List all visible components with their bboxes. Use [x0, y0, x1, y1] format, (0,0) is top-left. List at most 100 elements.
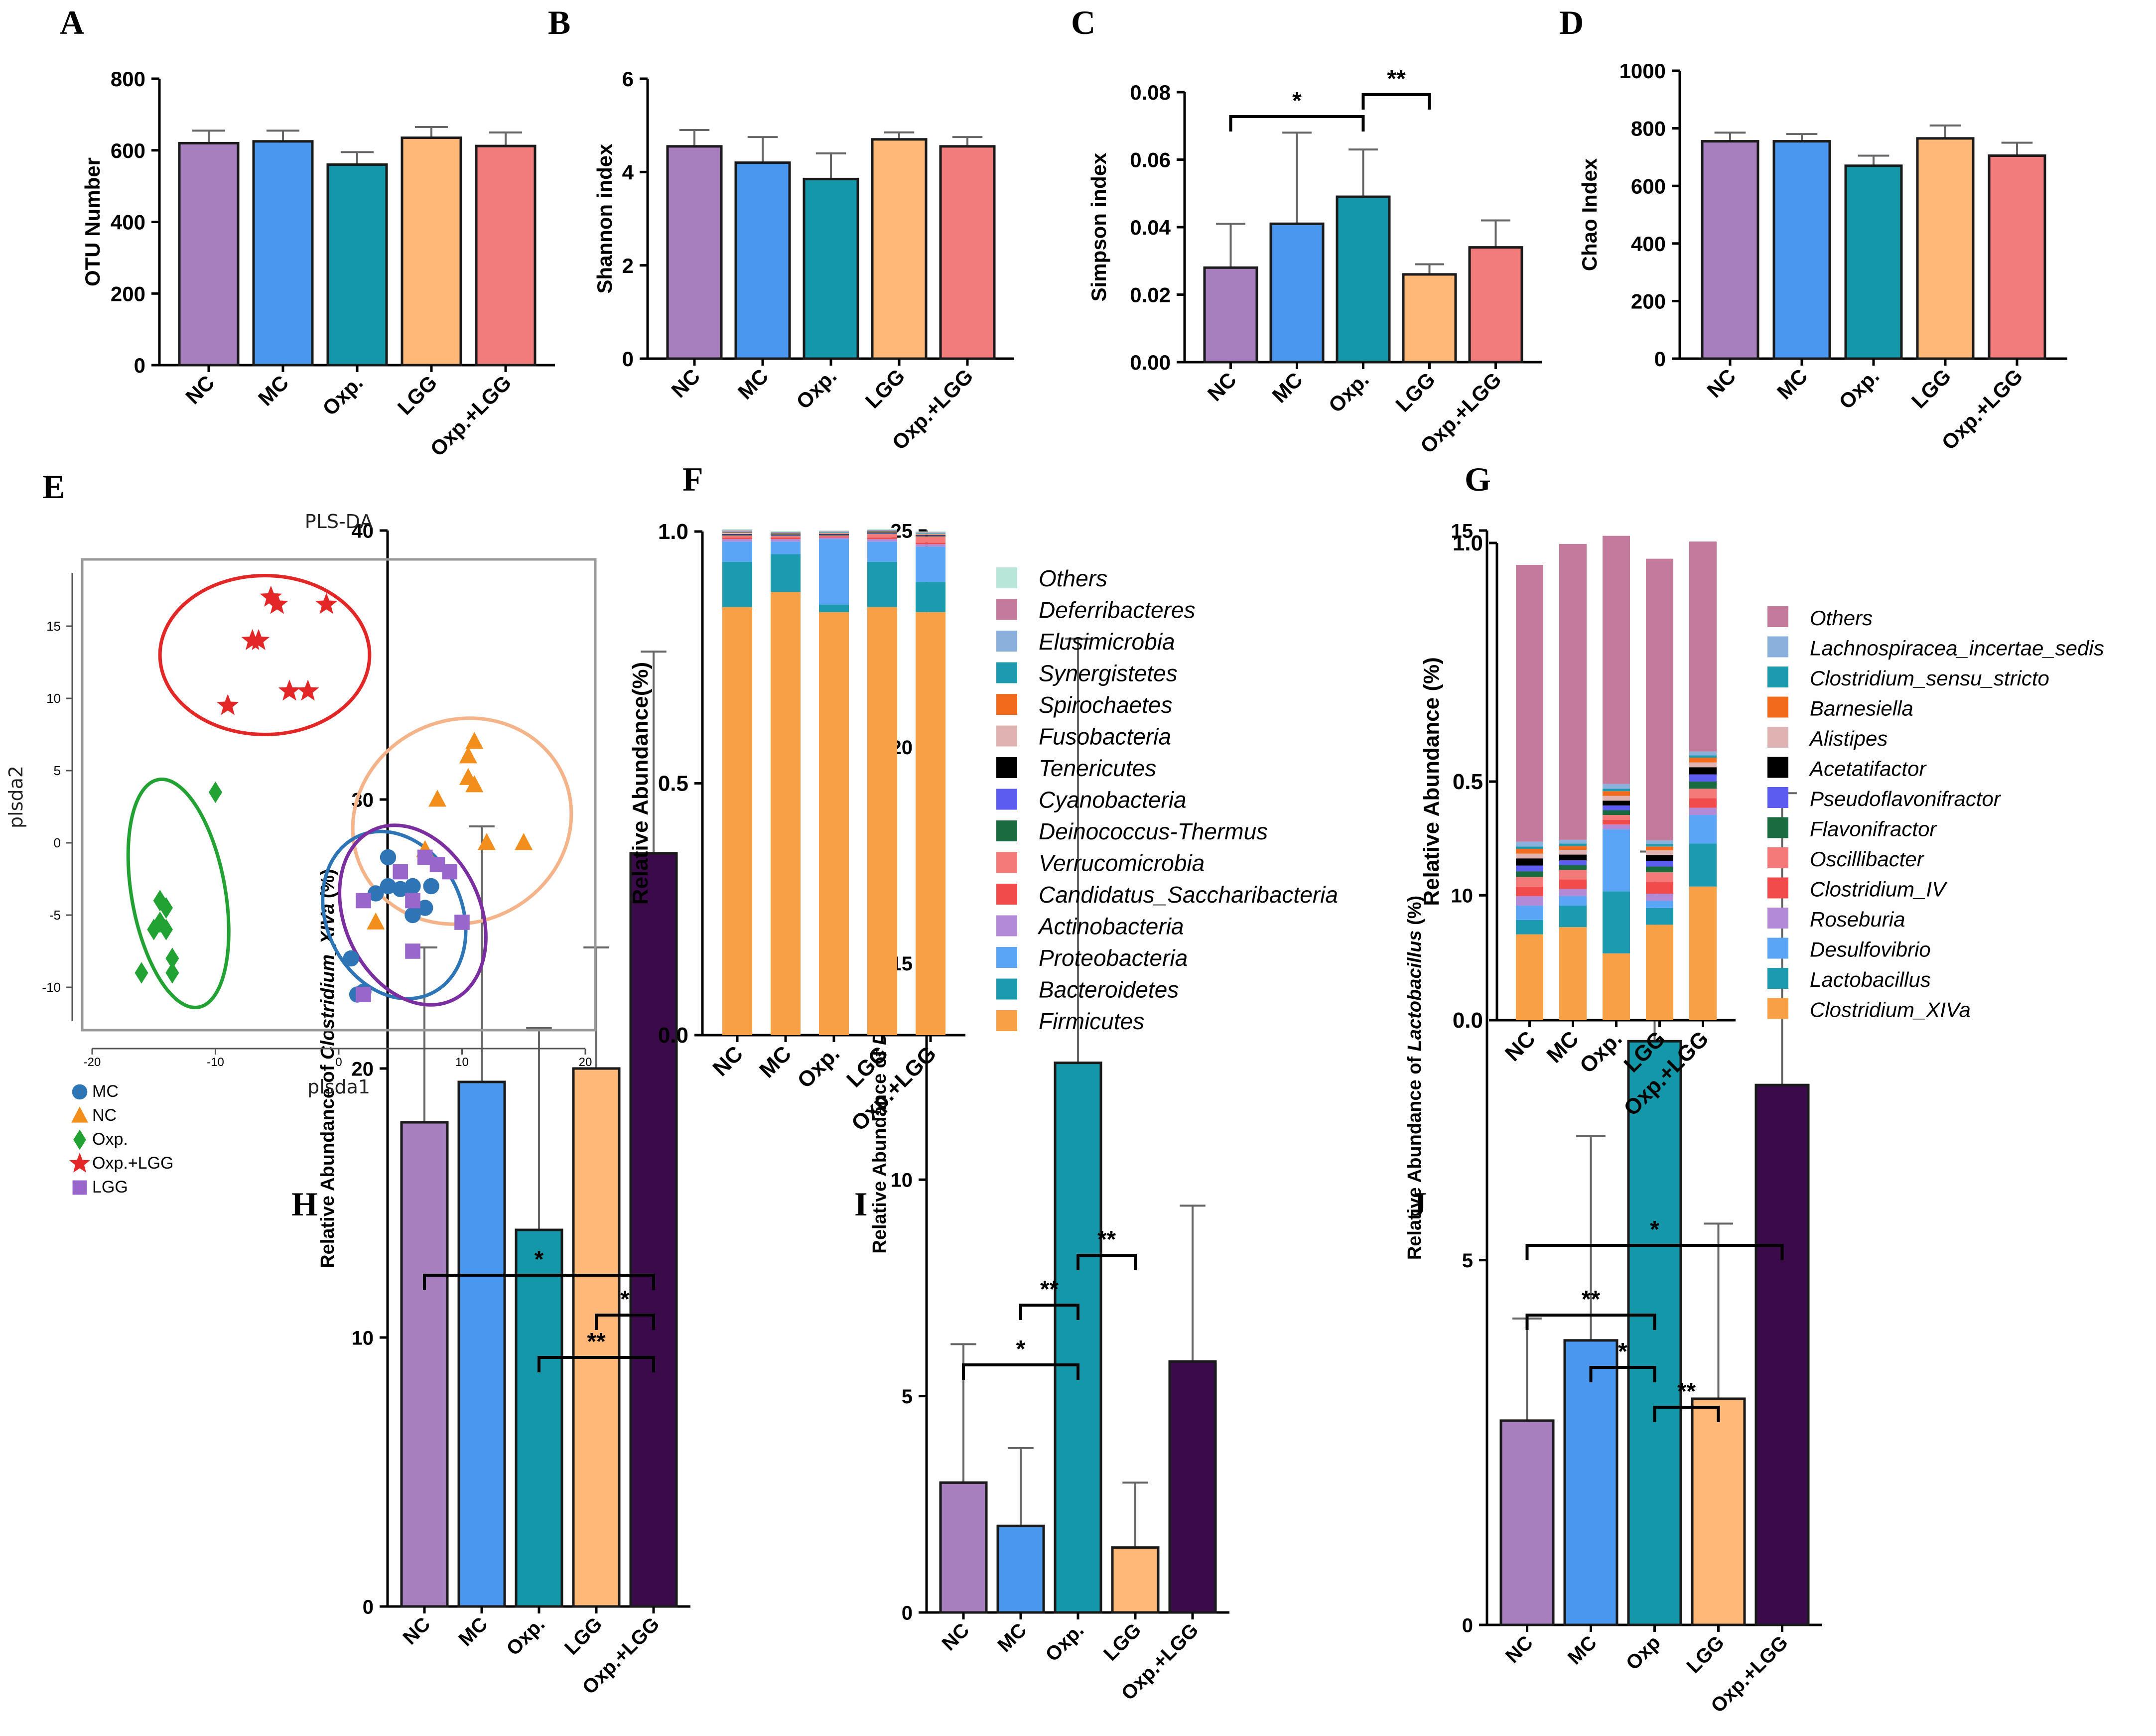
point-lgg — [442, 864, 458, 880]
legend-label: Acetatifactor — [1808, 757, 1927, 781]
x-tick-label: -10 — [207, 1056, 224, 1069]
y-tick-label: -10 — [42, 980, 61, 995]
point-lgg — [356, 893, 371, 909]
legend: Others Lachnospiracea_incertae_sedis Clost… — [1767, 606, 2104, 1022]
stack-segment — [819, 604, 849, 612]
x-tick-label: Oxp. — [1575, 1026, 1627, 1078]
significance-label: * — [1618, 1338, 1627, 1365]
y-axis-label-part: Relative Abundance of — [1404, 1051, 1425, 1260]
significance-label: * — [620, 1286, 630, 1313]
stack-segment — [771, 531, 801, 533]
legend-swatch — [996, 789, 1017, 810]
bar — [734, 161, 791, 360]
legend-label: Lactobacillus — [1810, 968, 1931, 991]
bar — [572, 1067, 621, 1608]
stack-segment — [1646, 901, 1673, 908]
stack-segment — [771, 532, 801, 533]
stack-segment — [867, 541, 897, 562]
y-tick-label: 2 — [622, 254, 634, 277]
legend-label: Deinococcus-Thermus — [1039, 818, 1268, 844]
y-tick-label: 5 — [1462, 1250, 1473, 1272]
y-axis-label: Relative Abundance (%) — [1419, 657, 1444, 906]
stack-segment — [1516, 858, 1543, 866]
stack-segment — [819, 535, 849, 537]
point-mc — [343, 950, 359, 967]
stack-segment — [1646, 908, 1673, 925]
bar — [996, 1524, 1045, 1614]
stack-segment — [867, 537, 897, 539]
y-tick-label: 6 — [622, 67, 634, 91]
legend-swatch — [996, 694, 1017, 715]
point-oxp- — [165, 962, 179, 984]
significance-bracket — [538, 1356, 655, 1372]
stack-segment — [916, 582, 945, 612]
y-tick-label: 1000 — [1619, 59, 1666, 83]
y-tick-label: 0.0 — [1453, 1008, 1483, 1033]
point-nc — [478, 833, 496, 850]
significance-bracket — [1361, 93, 1431, 110]
legend-swatch — [1767, 787, 1788, 808]
stack-segment — [867, 529, 897, 530]
y-tick-label: 0 — [622, 347, 634, 371]
legend: Others Deferribacteres Elusimicrobia Synerg… — [996, 565, 1338, 1034]
y-tick-label: 1.0 — [658, 520, 688, 544]
legend-label: Alistipes — [1808, 727, 1887, 750]
significance-label: ** — [1040, 1276, 1059, 1303]
legend-swatch — [1767, 696, 1788, 718]
legend-swatch — [996, 567, 1017, 588]
legend-swatch — [996, 852, 1017, 873]
x-tick-label: MC — [755, 1041, 796, 1082]
legend-swatch — [1767, 817, 1788, 838]
x-tick-label: LGG — [861, 364, 910, 413]
stack-segment — [1516, 877, 1543, 887]
stack-segment — [1646, 882, 1673, 894]
x-tick-label: LGG — [1907, 364, 1956, 413]
stack-segment — [1646, 844, 1673, 847]
stack-segment — [1559, 843, 1587, 846]
stack-segment — [1603, 791, 1630, 796]
stack-segment — [1559, 906, 1587, 928]
x-tick-label: Oxp. — [1041, 1619, 1088, 1666]
significance-bracket — [1229, 115, 1365, 132]
y-axis-label-part: (%) — [1404, 896, 1425, 931]
point-lgg — [356, 987, 371, 1002]
legend-label: Elusimicrobia — [1039, 629, 1175, 655]
stack-segment — [722, 529, 752, 531]
stack-segment — [1559, 543, 1587, 840]
point-oxp-lgg — [247, 629, 270, 650]
stack-segment — [916, 535, 945, 536]
legend-label: LGG — [92, 1178, 128, 1197]
point-mc — [404, 878, 421, 895]
legend-label: Clostridium_XIVa — [1810, 998, 1971, 1022]
stack-segment — [867, 530, 897, 531]
legend-label: MC — [92, 1082, 119, 1101]
bar — [1054, 1062, 1102, 1614]
significance-bracket — [595, 1314, 655, 1330]
stack-segment — [1603, 953, 1630, 1020]
y-tick-label: 10 — [46, 691, 61, 706]
panel-label-g: G — [1465, 460, 1491, 498]
y-tick-label: 200 — [111, 282, 145, 305]
bar — [400, 1121, 449, 1608]
legend-label: Actinobacteria — [1037, 914, 1184, 939]
y-tick-label: 800 — [1631, 117, 1666, 140]
y-axis-label: Simpson index — [1087, 152, 1110, 301]
stack-segment — [1516, 849, 1543, 854]
stack-segment — [819, 539, 849, 605]
stack-segment — [1516, 846, 1543, 849]
x-tick-label: NC — [708, 1041, 748, 1081]
bar — [1754, 1083, 1810, 1626]
bar — [939, 145, 996, 360]
point-mc — [423, 878, 439, 895]
bar — [1336, 195, 1391, 364]
y-tick-label: -5 — [49, 908, 61, 923]
stack-segment — [1516, 906, 1543, 920]
stack-segment — [1516, 920, 1543, 935]
stack-segment — [819, 530, 849, 532]
bar — [666, 145, 723, 360]
stack-segment — [1646, 840, 1673, 844]
